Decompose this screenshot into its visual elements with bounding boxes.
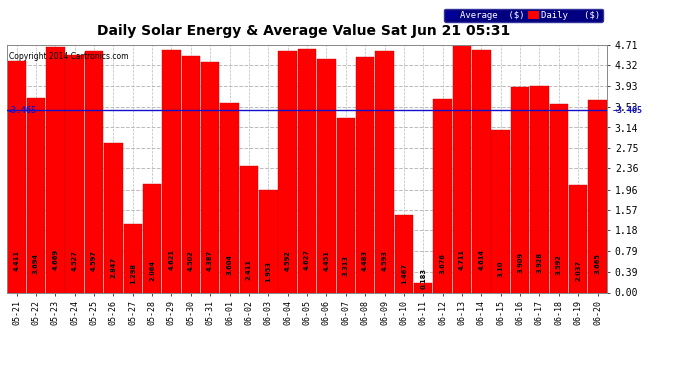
Bar	[589, 100, 607, 292]
Bar	[375, 51, 394, 292]
Text: 4.621: 4.621	[168, 249, 175, 270]
Text: 4.387: 4.387	[207, 251, 213, 272]
Bar	[298, 50, 316, 292]
Text: 3.694: 3.694	[33, 254, 39, 274]
Text: 3.313: 3.313	[343, 255, 348, 276]
Bar	[279, 51, 297, 292]
Bar	[259, 190, 277, 292]
Bar	[356, 57, 375, 292]
Text: ◄3.465: ◄3.465	[7, 106, 37, 115]
Text: 4.483: 4.483	[362, 250, 368, 271]
Bar	[453, 45, 471, 292]
Bar	[201, 62, 219, 292]
Bar	[317, 58, 335, 292]
Bar	[27, 98, 45, 292]
Bar	[550, 104, 568, 292]
Text: 4.593: 4.593	[382, 250, 388, 271]
Text: 4.711: 4.711	[459, 249, 465, 270]
Text: 0.183: 0.183	[420, 268, 426, 289]
Text: Daily Solar Energy & Average Value Sat Jun 21 05:31: Daily Solar Energy & Average Value Sat J…	[97, 24, 510, 38]
Bar	[46, 47, 64, 292]
Text: 3.676: 3.676	[440, 254, 446, 274]
Bar	[104, 143, 123, 292]
Bar	[569, 186, 587, 292]
Text: 4.627: 4.627	[304, 249, 310, 270]
Text: 3.592: 3.592	[555, 254, 562, 275]
Text: 3.10: 3.10	[497, 261, 504, 277]
Text: 4.614: 4.614	[478, 249, 484, 270]
Bar	[472, 50, 491, 292]
Bar	[66, 55, 84, 292]
Text: 4.502: 4.502	[188, 250, 194, 271]
Bar	[395, 215, 413, 292]
Text: Copyright 2014 Cartronics.com: Copyright 2014 Cartronics.com	[9, 53, 128, 62]
Text: 1.298: 1.298	[130, 263, 136, 284]
Text: 2.411: 2.411	[246, 259, 252, 280]
Text: 1.953: 1.953	[266, 261, 271, 282]
Text: 4.411: 4.411	[14, 251, 19, 272]
Text: 3.909: 3.909	[517, 252, 523, 273]
Bar	[162, 50, 181, 292]
Bar	[181, 56, 200, 292]
Bar	[239, 166, 258, 292]
Bar	[414, 283, 433, 292]
Text: 3.665: 3.665	[595, 254, 600, 274]
Text: 2.037: 2.037	[575, 260, 581, 281]
Bar	[85, 51, 104, 292]
Text: 4.451: 4.451	[324, 250, 329, 271]
Bar	[491, 130, 510, 292]
Bar	[511, 87, 529, 292]
Text: 1.467: 1.467	[401, 263, 407, 284]
Bar	[124, 224, 142, 292]
Text: 2.064: 2.064	[149, 260, 155, 281]
Text: 3.604: 3.604	[226, 254, 233, 275]
Bar	[220, 103, 239, 292]
Bar	[8, 61, 26, 292]
Text: 3.928: 3.928	[536, 252, 542, 273]
Text: 4.527: 4.527	[72, 250, 78, 271]
Bar	[433, 99, 452, 292]
Text: 4.669: 4.669	[52, 249, 59, 270]
Text: 2.847: 2.847	[110, 257, 117, 278]
Legend: Average  ($), Daily   ($): Average ($), Daily ($)	[444, 9, 602, 22]
Bar	[530, 86, 549, 292]
Text: 4.592: 4.592	[285, 250, 290, 271]
Text: 4.597: 4.597	[91, 250, 97, 270]
Text: →3.465: →3.465	[613, 106, 643, 115]
Bar	[143, 184, 161, 292]
Bar	[337, 118, 355, 292]
